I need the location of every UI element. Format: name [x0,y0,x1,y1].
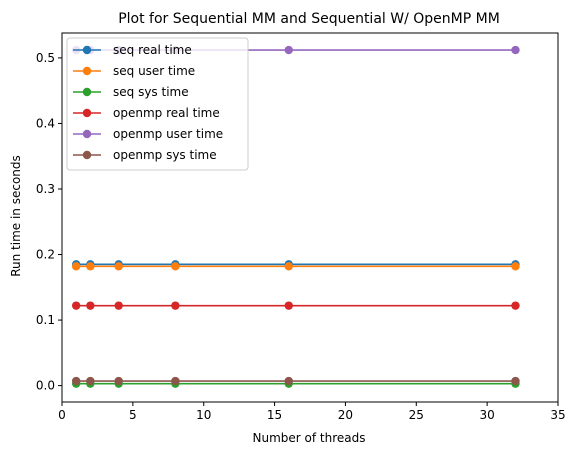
y-tick-label: 0.1 [36,313,55,327]
x-tick-label: 25 [409,408,424,422]
data-point [171,301,180,310]
x-tick-label: 30 [480,408,495,422]
data-point [284,45,293,55]
x-tick-label: 35 [550,408,565,422]
legend-swatch-marker [82,45,92,55]
data-point [114,376,123,386]
legend-swatch-marker [82,87,92,97]
x-tick-label: 20 [338,408,353,422]
data-point [71,301,81,310]
y-tick-label: 0.2 [36,248,55,262]
x-axis-label: Number of threads [253,431,366,445]
y-axis-label: Run time in seconds [9,155,23,277]
legend-box [66,37,249,171]
data-point [511,376,520,386]
plot-frame [61,32,559,403]
legend-label: seq real time [113,43,192,57]
data-point [284,301,293,310]
chart-title: Plot for Sequential MM and Sequential W/… [118,11,500,27]
data-point [114,262,123,271]
legend-swatch-marker [82,108,92,118]
legend-label: openmp sys time [113,148,217,162]
legend-label: openmp user time [113,127,223,141]
legend: seq real time seq user time seq sys time op… [66,37,249,171]
x-tick-label: 0 [58,408,66,422]
data-point [171,376,180,386]
x-tick-label: 5 [129,408,137,422]
y-tick-label: 0.5 [36,51,55,65]
data-point [511,262,520,271]
legend-label: seq user time [113,64,195,78]
data-point [284,376,293,386]
legend-swatch-marker [82,150,92,160]
data-point [171,262,180,271]
y-tick-label: 0.4 [36,116,55,130]
data-point [114,301,123,310]
y-tick-label: 0.0 [36,379,55,393]
data-point [284,262,293,271]
data-point [511,45,520,55]
data-point [86,376,95,386]
data-point [86,301,95,310]
data-point [511,301,520,310]
x-tick-label: 10 [196,408,211,422]
x-tick-label: 15 [267,408,282,422]
legend-swatch-marker [82,129,92,139]
y-tick-label: 0.3 [36,182,55,196]
data-point [86,262,95,271]
data-point [71,262,81,271]
legend-swatch-marker [82,66,92,76]
legend-label: openmp real time [113,106,220,120]
data-point [71,376,81,386]
legend-label: seq sys time [113,85,189,99]
